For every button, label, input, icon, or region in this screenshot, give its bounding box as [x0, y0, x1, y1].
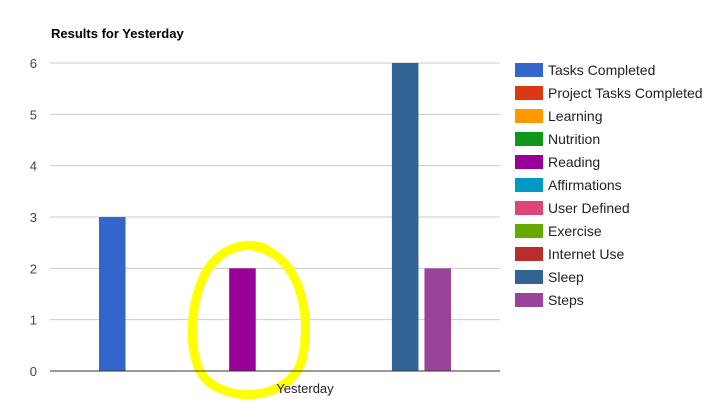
legend-label-exercise: Exercise: [548, 223, 602, 239]
legend-label-user-defined: User Defined: [548, 200, 630, 216]
legend-label-reading: Reading: [548, 154, 600, 170]
y-tick-label: 6: [30, 56, 37, 71]
axis: 0 1 2 3 4 5 6 Yesterday: [30, 56, 500, 396]
bar-sleep: [391, 63, 419, 371]
legend-swatch-internet-use: [515, 247, 543, 261]
legend-label-steps: Steps: [548, 292, 584, 308]
legend: Tasks Completed Project Tasks Completed Le…: [515, 62, 703, 308]
legend-label-project-tasks-completed: Project Tasks Completed: [548, 85, 703, 101]
bar-tasks-completed: [99, 217, 126, 371]
bar-steps: [424, 268, 451, 371]
annotation: [187, 240, 310, 400]
y-tick-label: 5: [30, 107, 37, 122]
legend-swatch-project-tasks-completed: [515, 86, 543, 100]
legend-swatch-reading: [515, 155, 543, 169]
x-tick-label: Yesterday: [276, 381, 334, 396]
legend-swatch-user-defined: [515, 201, 543, 215]
chart-title: Results for Yesterday: [51, 26, 184, 41]
legend-label-sleep: Sleep: [548, 269, 584, 285]
legend-label-learning: Learning: [548, 108, 603, 124]
y-tick-label: 2: [30, 261, 37, 276]
y-tick-label: 3: [30, 210, 37, 225]
legend-swatch-tasks-completed: [515, 63, 543, 77]
legend-label-tasks-completed: Tasks Completed: [548, 62, 655, 78]
legend-swatch-steps: [515, 293, 543, 307]
bars: [99, 63, 451, 371]
annotation-circle: [187, 240, 310, 400]
y-tick-label: 4: [30, 159, 37, 174]
legend-swatch-affirmations: [515, 178, 543, 192]
bar-reading: [229, 268, 256, 371]
legend-swatch-sleep: [515, 270, 543, 284]
y-tick-label: 0: [30, 364, 37, 379]
legend-label-nutrition: Nutrition: [548, 131, 600, 147]
legend-label-internet-use: Internet Use: [548, 246, 624, 262]
legend-swatch-nutrition: [515, 132, 543, 146]
legend-label-affirmations: Affirmations: [548, 177, 622, 193]
y-tick-label: 1: [30, 313, 37, 328]
legend-swatch-learning: [515, 109, 543, 123]
legend-swatch-exercise: [515, 224, 543, 238]
